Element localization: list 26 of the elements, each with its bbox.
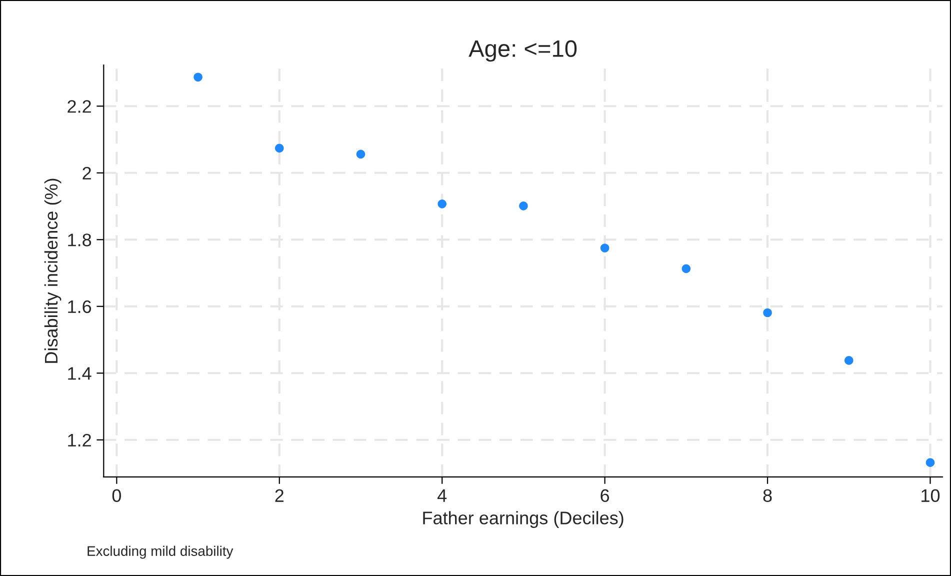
y-axis-title: Disability incidence (%) xyxy=(44,178,62,363)
x-tick-label: 10 xyxy=(922,489,940,502)
point xyxy=(356,150,366,159)
point xyxy=(600,244,610,252)
chart-title: Age: <=10 xyxy=(468,40,577,62)
x-tick-label: 2 xyxy=(275,489,284,502)
x-tick-label: 4 xyxy=(437,489,447,502)
text: Excluding mild disability xyxy=(88,546,234,559)
y-tick-label: 1.4 xyxy=(68,367,92,380)
y-tick-label: 1.2 xyxy=(68,434,91,446)
y-tick-label: 1.8 xyxy=(68,234,92,246)
y-tick-label: 1.6 xyxy=(68,300,92,314)
point xyxy=(844,356,854,365)
y-tick-label: 2.2 xyxy=(68,100,91,113)
point xyxy=(438,200,446,208)
x-tick-label: 6 xyxy=(600,489,610,502)
x-axis-title: Father earnings (Deciles) xyxy=(423,511,624,528)
y-tick-label: 2 xyxy=(82,166,91,180)
point xyxy=(194,72,202,82)
point xyxy=(682,264,691,274)
point xyxy=(274,144,284,153)
x-tick-label: 0 xyxy=(112,489,121,502)
point xyxy=(519,202,528,210)
x-tick-label: 8 xyxy=(763,489,772,502)
point xyxy=(763,308,772,318)
point xyxy=(926,458,935,467)
